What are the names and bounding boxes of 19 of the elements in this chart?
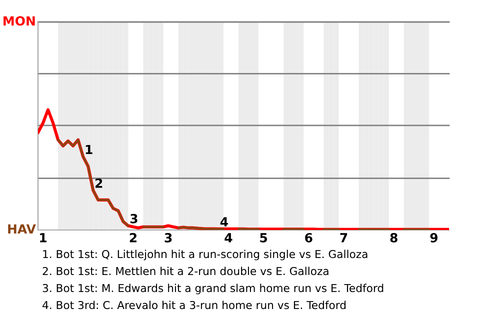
text: 1. Bot 1st: Q. Littlejohn hit a run-scoring single vs E. Galloza — [43, 250, 368, 260]
annotation: 1 — [86, 144, 92, 154]
x-tick-label: 3 — [164, 233, 172, 242]
text: 2. Bot 1st: E. Mettlen hit a 2-run double vs E. Galloza — [42, 266, 328, 276]
x-tick-label: 9 — [430, 233, 438, 242]
annotation: 4 — [220, 217, 228, 226]
annotation: 3 — [130, 214, 138, 224]
x-tick-label: 4 — [224, 233, 232, 242]
x-tick-label: 6 — [305, 233, 312, 242]
x-tick-label: 7 — [340, 233, 348, 242]
x-tick-label: 2 — [130, 233, 136, 242]
text: MON — [4, 16, 35, 26]
text: 3. Bot 1st: M. Edwards hit a grand slam home run vs E. Tedford — [42, 284, 384, 294]
annotation: 2 — [96, 178, 102, 188]
x-tick-label: 1 — [40, 233, 46, 242]
x-tick-label: 5 — [260, 233, 268, 242]
x-tick-label: 8 — [390, 233, 398, 242]
text: HAV — [8, 224, 36, 234]
text: 4. Bot 3rd: C. Arevalo hit a 3-run home run vs E. Tedford — [42, 300, 346, 310]
